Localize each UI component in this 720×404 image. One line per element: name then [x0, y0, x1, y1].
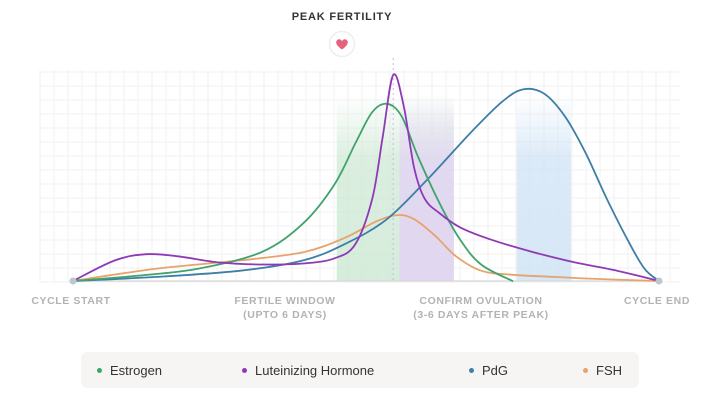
- annotation-cycle-start: CYCLE START: [31, 295, 110, 307]
- cycle-start-dot: [69, 277, 77, 285]
- annotation-cycle-end: CYCLE END: [624, 295, 690, 307]
- legend-dot-icon: [469, 367, 474, 373]
- peak-marker: [328, 30, 356, 58]
- legend-dot-icon: [583, 367, 588, 373]
- annotation-fertile-window-sub: (UPTO 6 DAYS): [243, 309, 327, 321]
- legend-dot-icon: [97, 367, 102, 373]
- legend-item-pdg: PdG: [469, 352, 508, 388]
- legend: Estrogen Luteinizing Hormone PdG FSH: [81, 352, 639, 388]
- phase-band: [516, 95, 572, 281]
- annotation-confirm-ovulation-sub: (3-6 DAYS AFTER PEAK): [413, 309, 549, 321]
- legend-item-estrogen: Estrogen: [97, 352, 162, 388]
- legend-label: Estrogen: [110, 362, 163, 378]
- legend-dot-icon: [242, 367, 247, 373]
- phase-band: [399, 95, 454, 281]
- legend-label: Luteinizing Hormone: [255, 362, 375, 378]
- series-line-pdg: [72, 87, 660, 282]
- series-line-estrogen: [72, 102, 514, 282]
- heart-icon: [336, 39, 348, 50]
- legend-item-luteinizing-hormone: Luteinizing Hormone: [242, 352, 374, 388]
- series-line-luteinizing-hormone: [72, 73, 660, 282]
- legend-label: PdG: [482, 362, 509, 378]
- annotation-confirm-ovulation: CONFIRM OVULATION: [419, 295, 542, 307]
- annotation-fertile-window: FERTILE WINDOW: [234, 295, 335, 307]
- legend-label: FSH: [596, 362, 622, 378]
- cycle-end-dot: [655, 277, 663, 285]
- chart-title: PEAK FERTILITY: [292, 11, 392, 23]
- x-annotations: CYCLE START FERTILE WINDOW (UPTO 6 DAYS)…: [31, 295, 690, 321]
- legend-item-fsh: FSH: [583, 352, 622, 388]
- series-line-fsh: [72, 214, 660, 282]
- series-lines: [72, 73, 660, 282]
